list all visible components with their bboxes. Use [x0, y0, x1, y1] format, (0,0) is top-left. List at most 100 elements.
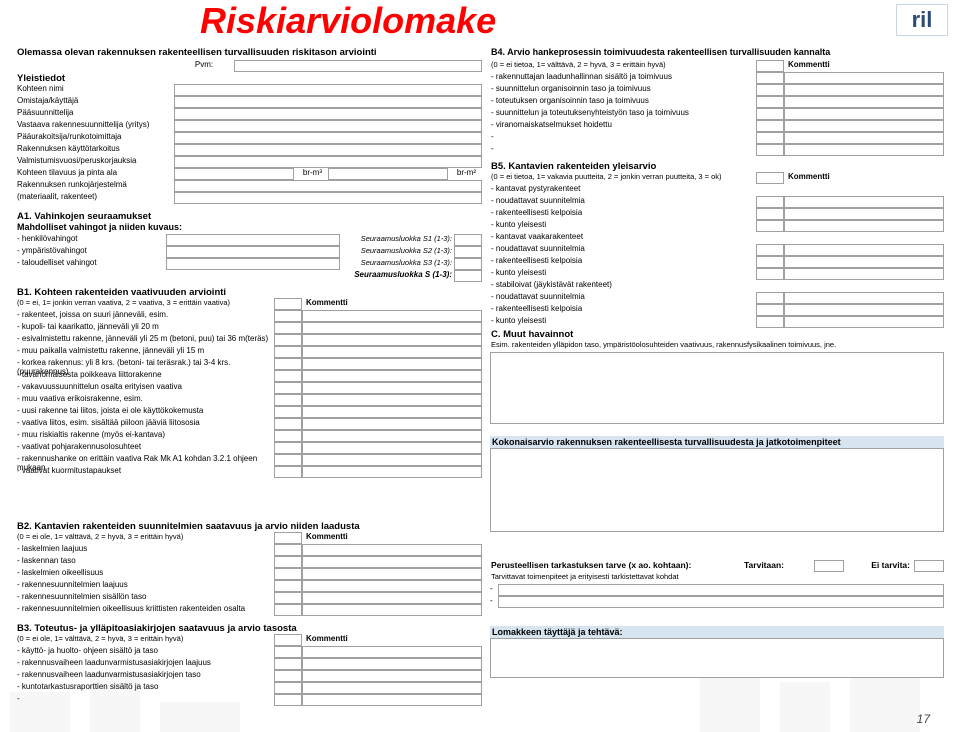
kommentti-field[interactable]: [784, 96, 944, 108]
kommentti-field[interactable]: [784, 244, 944, 256]
kommentti-field[interactable]: [784, 316, 944, 328]
input-field[interactable]: [174, 144, 482, 156]
input-num[interactable]: [756, 316, 784, 328]
kommentti-field[interactable]: [784, 256, 944, 268]
input-num[interactable]: [756, 256, 784, 268]
kommentti-field[interactable]: [302, 604, 482, 616]
kommentti-field[interactable]: [784, 292, 944, 304]
kommentti-field[interactable]: [302, 568, 482, 580]
input-num[interactable]: [274, 556, 302, 568]
input-num[interactable]: [274, 406, 302, 418]
input-field[interactable]: [166, 258, 340, 270]
input-num[interactable]: [274, 454, 302, 466]
input-num[interactable]: [274, 670, 302, 682]
input-field[interactable]: [166, 246, 340, 258]
kommentti-field[interactable]: [784, 196, 944, 208]
input-num[interactable]: [454, 258, 482, 270]
kommentti-field[interactable]: [302, 454, 482, 466]
kommentti-field[interactable]: [302, 406, 482, 418]
input-num[interactable]: [274, 442, 302, 454]
kommentti-field[interactable]: [302, 694, 482, 706]
input-num[interactable]: [756, 72, 784, 84]
kommentti-field[interactable]: [302, 442, 482, 454]
lomak-textarea[interactable]: [490, 638, 944, 678]
kommentti-field[interactable]: [302, 346, 482, 358]
input-field[interactable]: [174, 108, 482, 120]
kommentti-field[interactable]: [784, 208, 944, 220]
kommentti-field[interactable]: [302, 334, 482, 346]
input-field[interactable]: [174, 96, 482, 108]
input-num[interactable]: [756, 120, 784, 132]
input-num[interactable]: [274, 658, 302, 670]
kommentti-field[interactable]: [784, 220, 944, 232]
input-num[interactable]: [274, 544, 302, 556]
kommentti-field[interactable]: [302, 466, 482, 478]
kommentti-field[interactable]: [784, 268, 944, 280]
input-field[interactable]: [328, 168, 448, 180]
input-num[interactable]: [756, 196, 784, 208]
input-field[interactable]: [498, 596, 944, 608]
input-field[interactable]: [174, 84, 482, 96]
input-num[interactable]: [756, 60, 784, 72]
input-num[interactable]: [756, 144, 784, 156]
input-num[interactable]: [274, 568, 302, 580]
input-field[interactable]: [174, 132, 482, 144]
kommentti-field[interactable]: [302, 382, 482, 394]
input-num[interactable]: [756, 96, 784, 108]
input-num[interactable]: [274, 418, 302, 430]
input-num[interactable]: [274, 466, 302, 478]
input-num[interactable]: [274, 604, 302, 616]
input-num[interactable]: [274, 532, 302, 544]
kommentti-field[interactable]: [784, 132, 944, 144]
tarvitaan-box[interactable]: [814, 560, 844, 572]
input-field[interactable]: [498, 584, 944, 596]
kommentti-field[interactable]: [302, 394, 482, 406]
input-num[interactable]: [756, 304, 784, 316]
input-num[interactable]: [274, 634, 302, 646]
input-num[interactable]: [274, 370, 302, 382]
input-field[interactable]: [174, 168, 294, 180]
kommentti-field[interactable]: [784, 144, 944, 156]
input-num[interactable]: [454, 246, 482, 258]
input-num[interactable]: [274, 646, 302, 658]
input-num[interactable]: [274, 322, 302, 334]
kommentti-field[interactable]: [302, 658, 482, 670]
kommentti-field[interactable]: [302, 592, 482, 604]
kommentti-field[interactable]: [302, 580, 482, 592]
input-num[interactable]: [274, 334, 302, 346]
kommentti-field[interactable]: [784, 108, 944, 120]
c-textarea[interactable]: [490, 352, 944, 424]
kommentti-field[interactable]: [302, 544, 482, 556]
eitarvita-box[interactable]: [914, 560, 944, 572]
input-num[interactable]: [756, 244, 784, 256]
input-num[interactable]: [756, 292, 784, 304]
kommentti-field[interactable]: [784, 304, 944, 316]
kommentti-field[interactable]: [302, 682, 482, 694]
kommentti-field[interactable]: [302, 370, 482, 382]
input-num[interactable]: [756, 208, 784, 220]
kommentti-field[interactable]: [784, 84, 944, 96]
input-num[interactable]: [756, 108, 784, 120]
input-num[interactable]: [756, 132, 784, 144]
input-field[interactable]: [174, 192, 482, 204]
input-num[interactable]: [274, 694, 302, 706]
input-field[interactable]: [174, 180, 482, 192]
input-num[interactable]: [274, 430, 302, 442]
input-num[interactable]: [756, 172, 784, 184]
input-num[interactable]: [274, 346, 302, 358]
input-num[interactable]: [756, 84, 784, 96]
kommentti-field[interactable]: [302, 310, 482, 322]
kokonaisarvio-textarea[interactable]: [490, 448, 944, 532]
kommentti-field[interactable]: [302, 322, 482, 334]
input-field[interactable]: [174, 156, 482, 168]
kommentti-field[interactable]: [784, 120, 944, 132]
kommentti-field[interactable]: [302, 646, 482, 658]
pvm-field[interactable]: [234, 60, 482, 72]
input-num[interactable]: [274, 298, 302, 310]
kommentti-field[interactable]: [302, 418, 482, 430]
input-num[interactable]: [454, 270, 482, 282]
input-field[interactable]: [174, 120, 482, 132]
kommentti-field[interactable]: [302, 556, 482, 568]
kommentti-field[interactable]: [302, 430, 482, 442]
input-num[interactable]: [274, 310, 302, 322]
